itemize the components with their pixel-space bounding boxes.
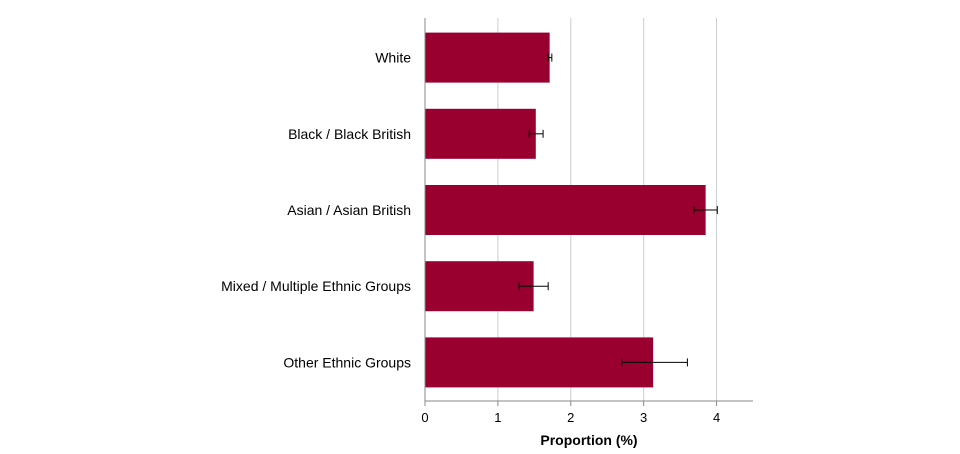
labels: 0 1 2 3 4 White Black / Black British Asian / A…	[221, 50, 720, 425]
category-label-3: Mixed / Multiple Ethnic Groups	[221, 278, 411, 294]
bar-4	[425, 337, 654, 388]
category-label-0: White	[375, 50, 411, 66]
category-label-1: Black / Black British	[288, 126, 411, 142]
bar-1	[425, 108, 536, 159]
bar-3	[425, 261, 534, 312]
bar-0	[425, 32, 550, 83]
x-tick-label-1: 1	[494, 410, 501, 425]
x-tick-label-2: 2	[567, 410, 574, 425]
bar-2	[425, 185, 706, 235]
x-tick-label-0: 0	[421, 410, 428, 425]
category-label-4: Other Ethnic Groups	[283, 354, 411, 370]
x-tick-label-3: 3	[640, 410, 647, 425]
x-tick-label-4: 4	[713, 410, 720, 425]
bars	[425, 32, 706, 388]
error-bars	[518, 53, 718, 367]
axes	[424, 18, 753, 406]
category-label-2: Asian / Asian British	[287, 202, 411, 218]
x-axis-title: Proportion (%)	[540, 432, 637, 448]
